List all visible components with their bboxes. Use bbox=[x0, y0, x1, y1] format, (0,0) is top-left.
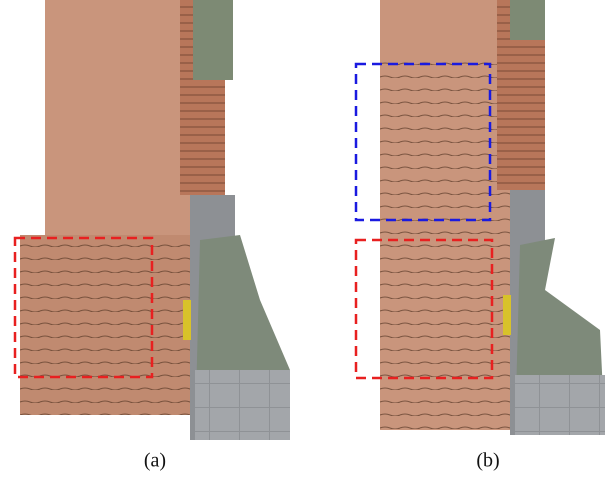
planter bbox=[510, 0, 545, 40]
caption: (a) bbox=[144, 450, 166, 472]
warning-strip bbox=[183, 300, 191, 340]
pavement bbox=[515, 375, 605, 435]
warning-strip bbox=[503, 295, 511, 335]
pavement bbox=[195, 370, 290, 440]
panel-b: (b) bbox=[356, 0, 605, 472]
figure: (a) (b) bbox=[0, 0, 610, 477]
stair-lines bbox=[20, 235, 190, 415]
caption: (b) bbox=[476, 450, 499, 472]
panel-a: (a) bbox=[15, 0, 290, 472]
planter bbox=[193, 0, 233, 80]
